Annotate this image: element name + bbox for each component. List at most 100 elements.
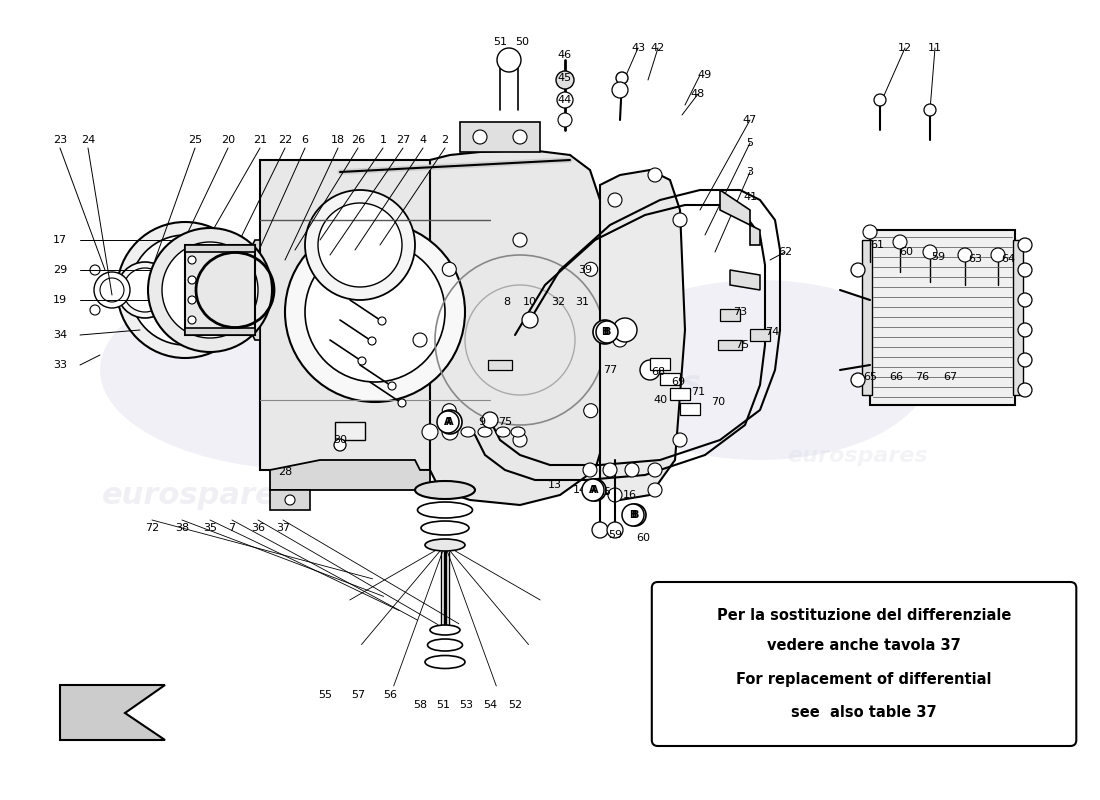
Text: A: A	[444, 417, 452, 427]
Ellipse shape	[421, 521, 469, 535]
Text: 44: 44	[558, 95, 572, 105]
Bar	[185, 245, 255, 335]
Circle shape	[648, 168, 662, 182]
Circle shape	[123, 268, 167, 312]
Circle shape	[640, 360, 660, 380]
Circle shape	[607, 522, 623, 538]
Circle shape	[473, 130, 487, 144]
Text: 27: 27	[396, 135, 410, 145]
Circle shape	[442, 404, 456, 418]
Text: 67: 67	[943, 372, 957, 382]
Text: 32: 32	[551, 297, 565, 307]
Text: 74: 74	[764, 327, 779, 337]
Circle shape	[1018, 353, 1032, 367]
Circle shape	[893, 235, 907, 249]
Circle shape	[851, 263, 865, 277]
Circle shape	[437, 411, 459, 433]
Text: 25: 25	[188, 135, 202, 145]
Circle shape	[162, 242, 258, 338]
Text: 77: 77	[603, 365, 617, 375]
Circle shape	[358, 357, 366, 365]
Circle shape	[864, 225, 877, 239]
Text: 19: 19	[53, 295, 67, 305]
Text: 46: 46	[558, 50, 572, 60]
Ellipse shape	[478, 427, 492, 437]
Ellipse shape	[100, 270, 520, 470]
Text: 57: 57	[351, 690, 365, 700]
Text: 21: 21	[253, 135, 267, 145]
Text: 41: 41	[742, 192, 757, 202]
Circle shape	[442, 424, 458, 440]
Text: 58: 58	[412, 700, 427, 710]
Text: 35: 35	[204, 523, 217, 533]
Text: 38: 38	[175, 523, 189, 533]
Text: 54: 54	[483, 700, 497, 710]
Circle shape	[616, 72, 628, 84]
Bar	[862, 240, 872, 395]
Circle shape	[558, 113, 572, 127]
Text: 17: 17	[53, 235, 67, 245]
Text: 52: 52	[508, 700, 522, 710]
Circle shape	[583, 463, 597, 477]
Ellipse shape	[590, 280, 930, 460]
Polygon shape	[650, 358, 670, 370]
Text: 24: 24	[81, 135, 95, 145]
Text: 40: 40	[653, 395, 667, 405]
Text: 12: 12	[898, 43, 912, 53]
Polygon shape	[260, 160, 490, 470]
Text: 47: 47	[742, 115, 757, 125]
Text: 59: 59	[931, 252, 945, 262]
Circle shape	[1018, 293, 1032, 307]
Text: 62: 62	[778, 247, 792, 257]
Circle shape	[1018, 323, 1032, 337]
Text: 16: 16	[623, 490, 637, 500]
Text: 60: 60	[899, 247, 913, 257]
Circle shape	[621, 504, 643, 526]
Text: 72: 72	[145, 523, 160, 533]
Bar	[1013, 240, 1023, 395]
Text: 56: 56	[383, 690, 397, 700]
Text: 2: 2	[441, 135, 449, 145]
Bar	[460, 122, 540, 152]
Text: 15: 15	[598, 487, 612, 497]
Text: 45: 45	[558, 73, 572, 83]
Ellipse shape	[430, 625, 460, 635]
Circle shape	[368, 337, 376, 345]
Circle shape	[117, 222, 253, 358]
Text: 3: 3	[747, 167, 754, 177]
Circle shape	[438, 410, 462, 434]
Text: 13: 13	[548, 480, 562, 490]
Polygon shape	[680, 403, 700, 415]
Text: 34: 34	[53, 330, 67, 340]
Text: 49: 49	[697, 70, 712, 80]
Polygon shape	[718, 340, 743, 350]
Circle shape	[596, 321, 618, 343]
Polygon shape	[270, 460, 430, 490]
Text: 66: 66	[889, 372, 903, 382]
Text: For replacement of differential: For replacement of differential	[736, 672, 992, 686]
Circle shape	[612, 82, 628, 98]
Text: A: A	[590, 485, 596, 495]
Circle shape	[582, 479, 604, 501]
Circle shape	[148, 228, 272, 352]
Circle shape	[422, 424, 438, 440]
Circle shape	[584, 404, 597, 418]
Ellipse shape	[461, 427, 475, 437]
Text: 63: 63	[968, 254, 982, 264]
Circle shape	[648, 463, 662, 477]
Text: 22: 22	[278, 135, 293, 145]
Circle shape	[482, 412, 498, 428]
Text: 5: 5	[747, 138, 754, 148]
Circle shape	[117, 262, 173, 318]
Circle shape	[522, 312, 538, 328]
Polygon shape	[670, 388, 690, 400]
Ellipse shape	[415, 481, 475, 499]
Circle shape	[100, 278, 124, 302]
Ellipse shape	[418, 502, 473, 518]
Circle shape	[592, 522, 608, 538]
Text: 75: 75	[498, 417, 513, 427]
Polygon shape	[60, 685, 165, 740]
Text: Per la sostituzione del differenziale: Per la sostituzione del differenziale	[717, 608, 1011, 623]
Circle shape	[285, 495, 295, 505]
Circle shape	[613, 318, 637, 342]
